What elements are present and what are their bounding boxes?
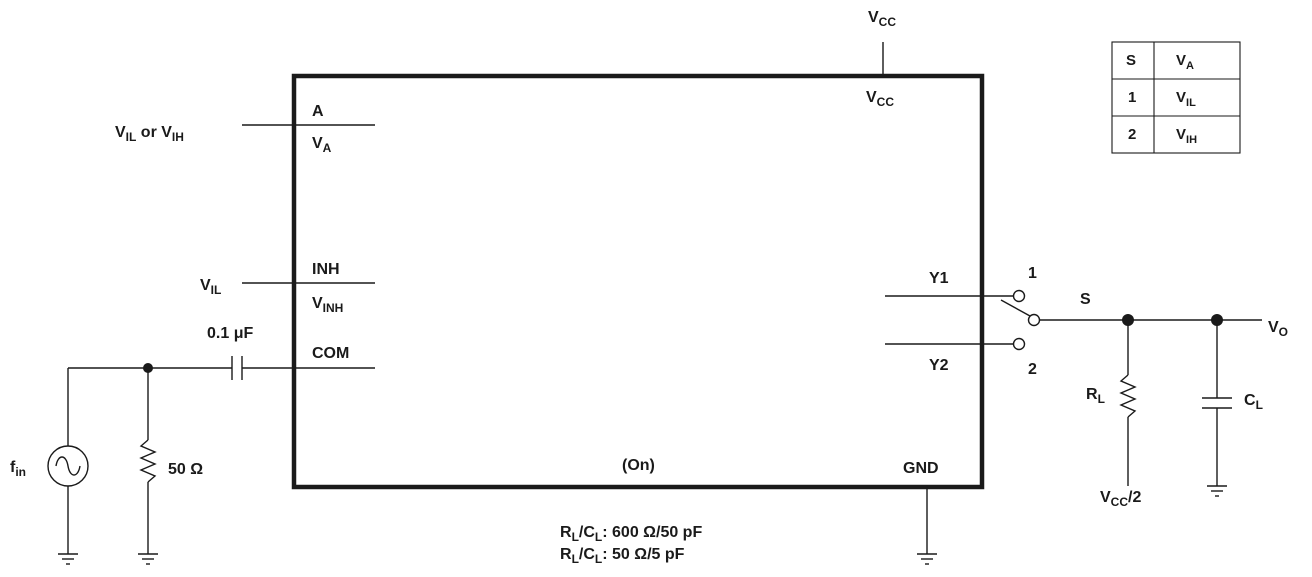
inh-input-level-label: VIL: [200, 277, 222, 297]
ground-symbol-resistor: [138, 553, 158, 565]
table-header-va: VA: [1176, 52, 1194, 72]
ic-box: [291, 73, 985, 490]
load-resistor-label: RL: [1086, 386, 1105, 406]
signal-source: [47, 367, 148, 554]
capacitor-value-label: 0.1 μF: [207, 325, 254, 342]
load-note-1: RL/CL: 600 Ω/50 pF: [560, 524, 703, 544]
table-header-s: S: [1126, 52, 1137, 69]
ground-symbol-source: [58, 553, 78, 565]
junction-dot-cl: [1211, 314, 1223, 326]
junction-dot-input: [143, 363, 153, 373]
resistor-50-ohm-label: 50 Ω: [168, 461, 204, 478]
pin-com-label: COM: [312, 345, 350, 362]
vcc-top-label: VCC: [868, 9, 897, 29]
pin-inh-label: INH: [312, 261, 340, 278]
switch-position-1-label: 1: [1028, 265, 1037, 282]
pin-va-label: VA: [312, 135, 332, 155]
load-resistor: [1119, 320, 1137, 486]
a-input-level-label: VIL or VIH: [115, 124, 184, 144]
ground-symbol-ic: [917, 553, 937, 565]
pin-a-label: A: [312, 103, 324, 120]
truth-table-grid: [1111, 41, 1241, 154]
table-row-1-s: 1: [1128, 89, 1137, 106]
load-note-2: RL/CL: 50 Ω/5 pF: [560, 546, 685, 566]
vcc-pin-label: VCC: [866, 89, 895, 109]
load-capacitor: [1202, 320, 1232, 486]
table-row-1-va: VIL: [1176, 89, 1196, 109]
gnd-pin-label: GND: [903, 460, 939, 477]
junction-dot-rl: [1122, 314, 1134, 326]
switch-position-2-label: 2: [1028, 361, 1037, 378]
switch-s: [1000, 289, 1041, 351]
on-state-label: (On): [622, 457, 655, 474]
pin-y1-label: Y1: [929, 270, 949, 287]
pin-vinh-label: VINH: [312, 295, 344, 315]
switch-s-label: S: [1080, 291, 1091, 308]
coupling-capacitor: [148, 356, 243, 380]
load-capacitor-label: CL: [1244, 392, 1263, 412]
table-row-2-s: 2: [1128, 126, 1137, 143]
output-vo-label: VO: [1268, 319, 1289, 339]
source-frequency-label: fin: [10, 459, 26, 479]
pin-y2-label: Y2: [929, 357, 949, 374]
vcc-half-label: VCC/2: [1100, 489, 1142, 509]
resistor-50-ohm: [139, 368, 157, 554]
table-row-2-va: VIH: [1176, 126, 1198, 146]
ground-symbol-load: [1207, 485, 1227, 497]
